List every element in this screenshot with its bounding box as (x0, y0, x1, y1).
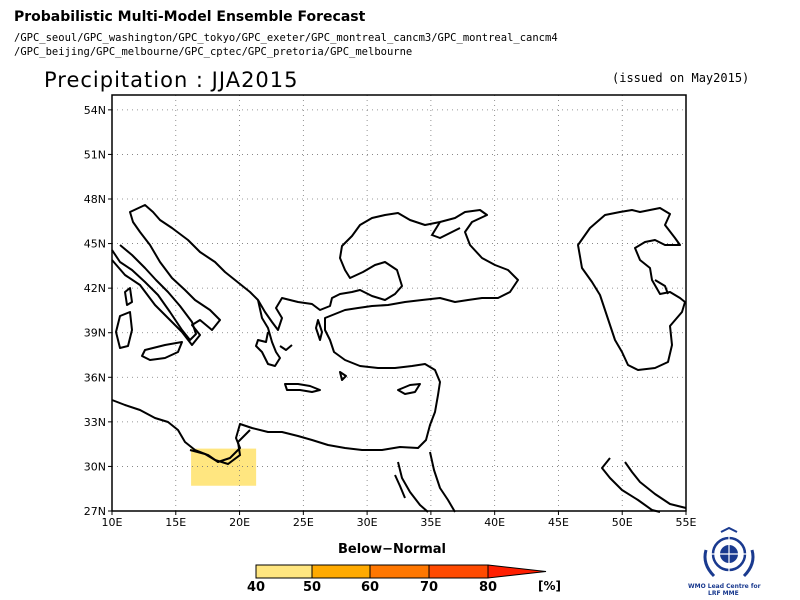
issued-date: (issued on May2015) (612, 71, 750, 85)
lon-tick-label: 10E (102, 516, 123, 529)
lat-tick-label: 36N (84, 371, 106, 384)
latitude-ticks: 54N 51N 48N 45N 42N 39N 36N 33N 30N 27N (84, 104, 112, 518)
colorbar-segment (428, 564, 489, 579)
lon-tick-label: 30E (357, 516, 378, 529)
map-heading: Precipitation : JJA2015 (44, 68, 299, 92)
colorbar-segment (369, 564, 430, 579)
lat-tick-label: 45N (84, 238, 106, 251)
lat-tick-label: 33N (84, 416, 106, 429)
below-normal-probability-area (191, 448, 257, 486)
model-list-line-1: /GPC_seoul/GPC_washington/GPC_tokyo/GPC_… (14, 32, 558, 44)
wmo-logo-text: WMO Lead Centre for (688, 583, 761, 590)
longitude-ticks: 10E 15E 20E 25E 30E 35E 40E 45E 50E 55E (102, 511, 697, 529)
lat-tick-label: 51N (84, 148, 106, 161)
colorbar-segment (255, 564, 313, 579)
lat-tick-label: 30N (84, 460, 106, 473)
wmo-logo-icon (703, 526, 755, 578)
colorbar-label-40: 40 (246, 580, 266, 595)
lon-tick-label: 20E (229, 516, 250, 529)
lat-tick-label: 48N (84, 193, 106, 206)
map-frame (111, 94, 687, 512)
colorbar (255, 564, 547, 579)
lat-tick-label: 42N (84, 282, 106, 295)
lon-tick-label: 15E (165, 516, 186, 529)
lon-tick-label: 40E (484, 516, 505, 529)
colorbar-arrow (487, 564, 547, 579)
colorbar-label-70: 70 (419, 580, 439, 595)
colorbar-label-50: 50 (302, 580, 322, 595)
lon-tick-label: 55E (676, 516, 697, 529)
gulf-of-sidra-coast (189, 429, 251, 466)
lon-tick-label: 50E (612, 516, 633, 529)
map-gridlines (112, 95, 686, 511)
lat-tick-label: 27N (84, 505, 106, 518)
lat-tick-label: 54N (84, 104, 106, 117)
wmo-logo-subtext: LRF MME (708, 590, 739, 597)
colorbar-label-80: 80 (478, 580, 498, 595)
lon-tick-label: 25E (293, 516, 314, 529)
coastlines (111, 204, 687, 513)
lon-tick-label: 35E (420, 516, 441, 529)
colorbar-unit: [%] (538, 579, 561, 593)
figure-title: Probabilistic Multi-Model Ensemble Forec… (14, 9, 366, 25)
lat-tick-label: 39N (84, 327, 106, 340)
model-list-line-2: /GPC_beijing/GPC_melbourne/GPC_cptec/GPC… (14, 46, 413, 58)
colorbar-label-60: 60 (360, 580, 380, 595)
colorbar-segment (311, 564, 371, 579)
lon-tick-label: 45E (548, 516, 569, 529)
legend-title: Below−Normal (338, 542, 447, 557)
